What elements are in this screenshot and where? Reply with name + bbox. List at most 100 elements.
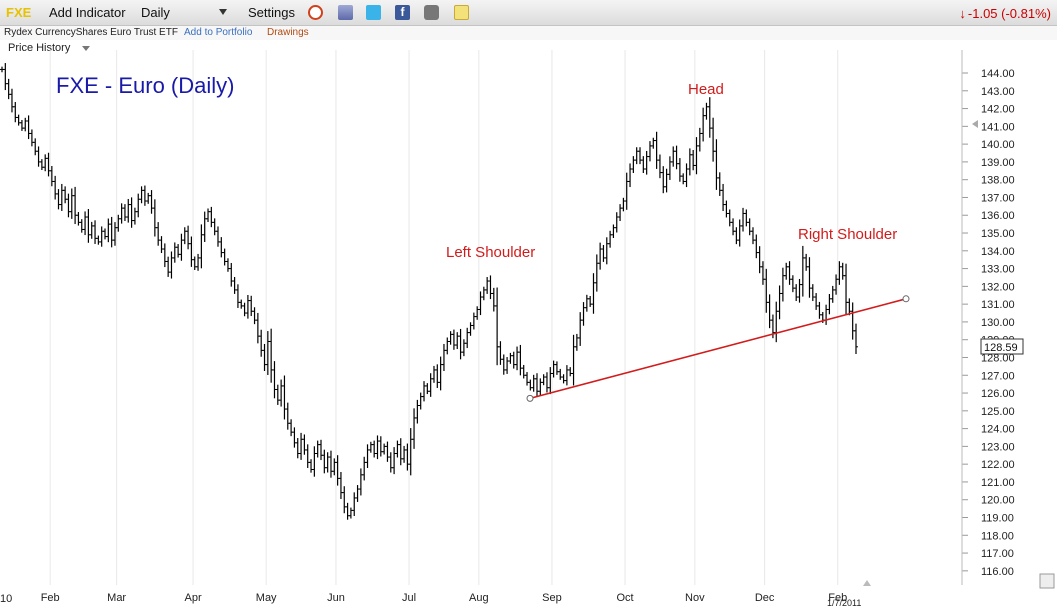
ohlc-bar [591, 273, 596, 314]
ohlc-bar [681, 173, 686, 185]
symbol-input[interactable]: FXE [6, 5, 32, 20]
ohlc-bar [824, 304, 829, 325]
ohlc-bar [598, 242, 603, 270]
y-axis-handle-icon[interactable] [972, 120, 978, 128]
ohlc-bar [525, 372, 530, 386]
period-select[interactable]: Daily [141, 5, 170, 20]
ohlc-bar [96, 235, 101, 245]
ohlc-bar [355, 485, 360, 502]
ohlc-bar [99, 226, 104, 247]
ohlc-bar [249, 295, 254, 317]
ohlc-bar [657, 154, 662, 179]
down-arrow-icon: ↓ [959, 6, 966, 21]
neckline[interactable] [526, 295, 910, 402]
ohlc-bar [33, 138, 38, 156]
ohlc-bar [315, 440, 320, 458]
y-tick-label: 122.00 [981, 459, 1015, 471]
ohlc-bar [498, 341, 503, 365]
y-tick-label: 141.00 [981, 121, 1015, 133]
ohlc-bar [425, 383, 430, 395]
ohlc-bar [644, 150, 649, 175]
ohlc-bar [697, 127, 702, 152]
ohlc-bar [741, 207, 746, 232]
ohlc-bar [790, 275, 795, 293]
ohlc-bar [850, 302, 855, 340]
ohlc-bar [255, 312, 260, 344]
ohlc-bar [628, 163, 633, 188]
ohlc-bar [687, 148, 692, 176]
scroll-right-button[interactable] [1039, 573, 1055, 589]
ohlc-bar [435, 364, 440, 388]
ohlc-bar [272, 361, 277, 399]
ohlc-bar [209, 206, 214, 228]
ohlc-bar [531, 374, 536, 392]
y-tick-label: 137.00 [981, 192, 1015, 204]
ohlc-bar [505, 357, 510, 374]
x-tick-label: Dec [755, 592, 775, 604]
ohlc-bar [840, 262, 845, 280]
ohlc-bar [302, 434, 307, 455]
ohlc-bar [471, 312, 476, 330]
ohlc-bar [402, 445, 407, 463]
x-tick-label: Mar [107, 592, 126, 604]
x-tick-label: Oct [616, 592, 633, 604]
x-tick-label: Aug [469, 592, 489, 604]
camera-icon[interactable] [424, 5, 439, 20]
y-tick-label: 120.00 [981, 495, 1015, 507]
price-chart[interactable]: 144.00 143.00 142.00 141.00 140.00 139.00 138.… [0, 40, 1057, 616]
scroll-marker-icon[interactable] [863, 580, 871, 586]
ohlc-bar [594, 254, 599, 292]
ohlc-bar [162, 243, 167, 268]
ohlc-bar [422, 381, 427, 402]
ohlc-bar [269, 328, 274, 383]
ohlc-bar [13, 101, 18, 123]
notepad-icon[interactable] [454, 5, 469, 20]
ohlc-bar [445, 337, 450, 355]
ohlc-bar [3, 63, 8, 91]
x-tick-label: May [256, 592, 277, 604]
ohlc-bar [385, 441, 390, 462]
ohlc-bar [342, 486, 347, 514]
twitter-icon[interactable] [366, 5, 381, 20]
settings-button[interactable]: Settings [248, 5, 295, 20]
y-tick-label: 128.00 [981, 352, 1015, 364]
ohlc-bar [312, 446, 317, 477]
chevron-down-icon[interactable] [219, 9, 227, 15]
ohlc-bar [800, 245, 805, 297]
facebook-icon[interactable]: f [395, 5, 410, 20]
ohlc-bar [83, 211, 88, 236]
ohlc-bar [664, 168, 669, 193]
neckline-segment[interactable] [529, 298, 907, 400]
subbar: Rydex CurrencyShares Euro Trust ETF Add … [0, 26, 1057, 40]
x-tick-label: Jul [402, 592, 416, 604]
ohlc-bar [119, 203, 124, 224]
ohlc-bar [169, 251, 174, 279]
ohlc-bar [431, 365, 436, 383]
ohlc-bar [73, 186, 78, 225]
ohlc-bar [328, 450, 333, 478]
ohlc-bar [398, 438, 403, 466]
ohlc-bar [275, 384, 280, 405]
drawings-link[interactable]: Drawings [267, 27, 309, 38]
annotation-head: Head [688, 81, 724, 98]
ohlc-bar [611, 224, 616, 238]
ohlc-bar [714, 139, 719, 190]
neckline-handle-start[interactable] [526, 394, 534, 402]
database-icon[interactable] [338, 5, 353, 20]
ohlc-bar [186, 225, 191, 250]
ohlc-bar [428, 373, 433, 397]
y-tick-label: 119.00 [981, 513, 1014, 525]
neckline-handle-end[interactable] [902, 295, 910, 303]
ohlc-bar [6, 78, 11, 100]
ohlc-bar [196, 253, 201, 271]
alarm-clock-icon[interactable] [308, 5, 323, 20]
add-to-portfolio-link[interactable]: Add to Portfolio [184, 27, 253, 38]
y-tick-label: 116.00 [981, 566, 1014, 578]
add-indicator-button[interactable]: Add Indicator [49, 5, 126, 20]
ohlc-bar [508, 352, 513, 364]
instrument-name: Rydex CurrencyShares Euro Trust ETF [4, 27, 178, 38]
chevron-down-icon[interactable] [82, 46, 90, 51]
ohlc-bar [212, 218, 217, 236]
ohlc-bar [418, 392, 423, 410]
panel-label[interactable]: Price History [8, 42, 71, 54]
